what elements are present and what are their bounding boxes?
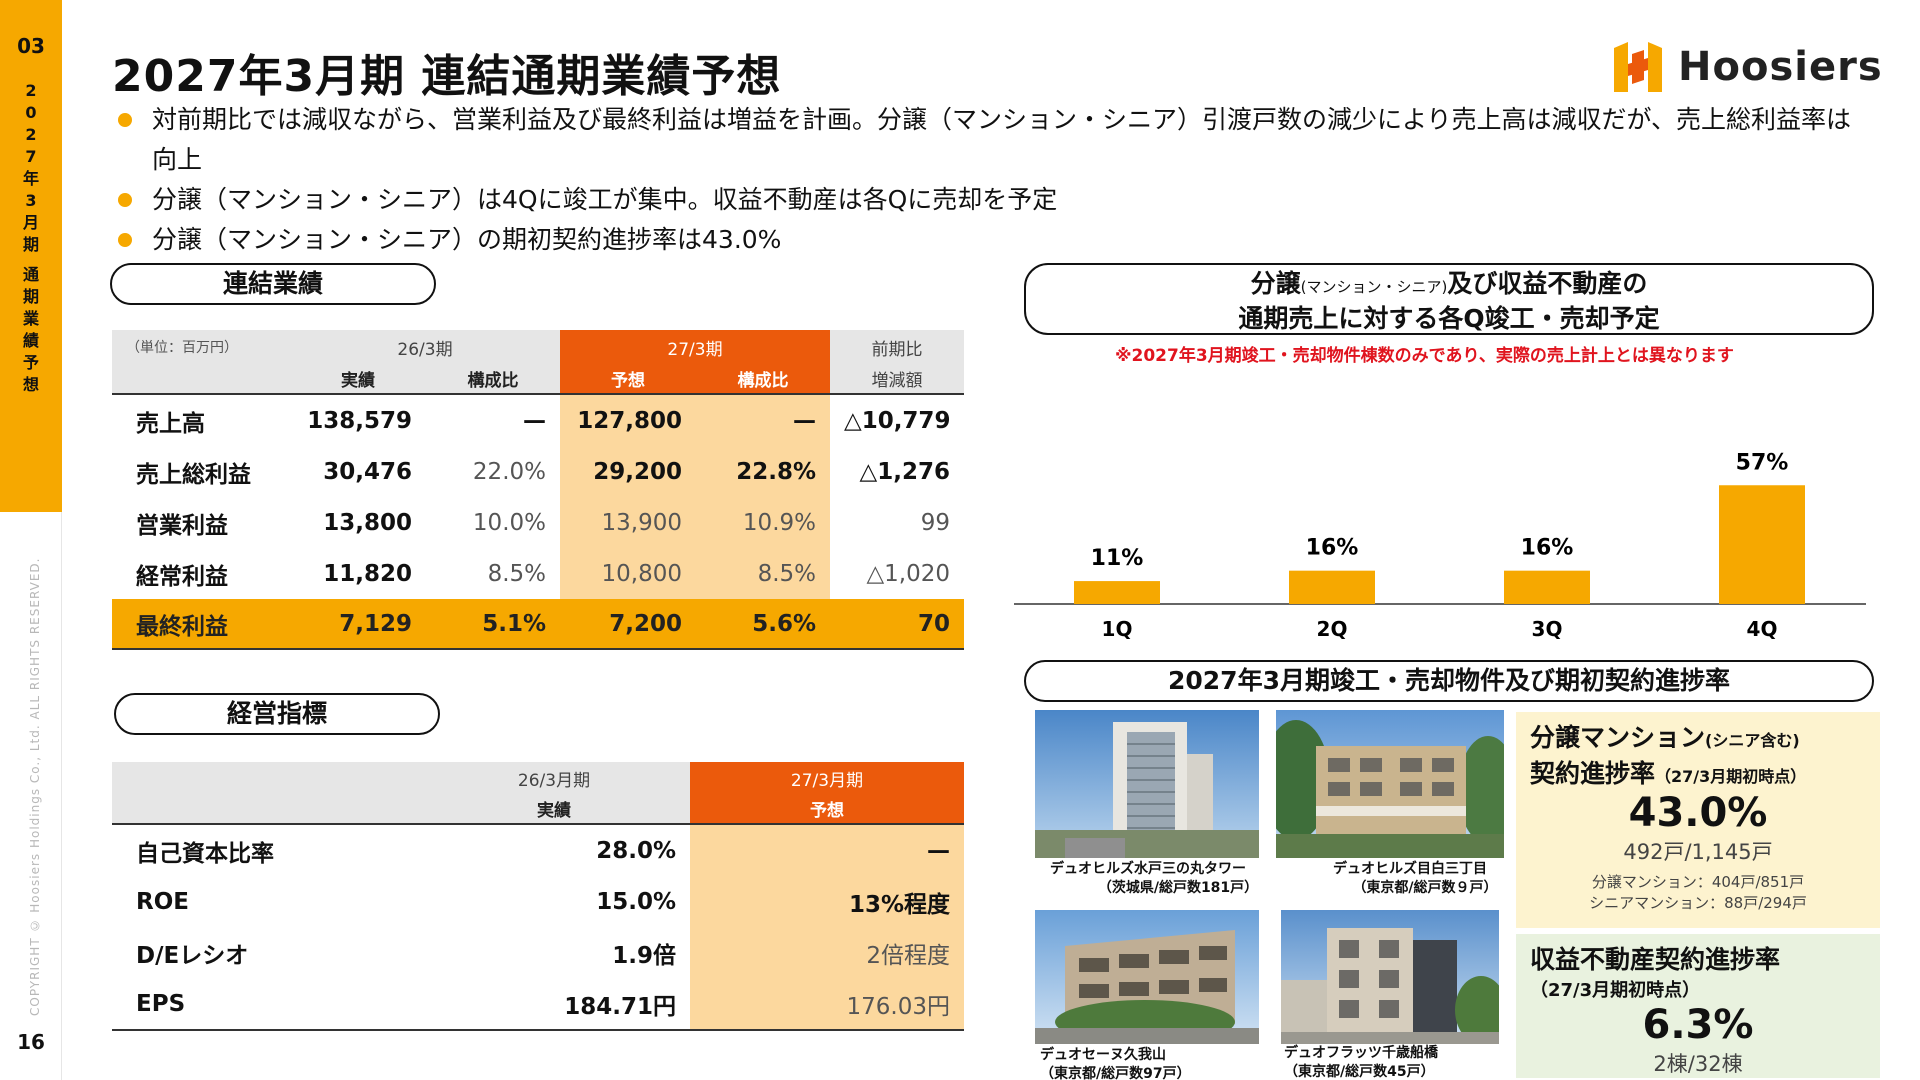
ratio-subheader: 構成比 [426, 364, 560, 394]
ind-period-prev: 26/3月期 [418, 762, 690, 794]
bar-2Q [1289, 570, 1375, 604]
income-progress-percent: 6.3% [1642, 1002, 1754, 1048]
copyright-text: COPYRIGHT © Hoosiers Holdings Co., Ltd. … [28, 557, 42, 1017]
ind-forecast-subheader: 予想 [690, 794, 964, 824]
condo-progress-box: 分譲マンション(シニア含む) 契約進捗率（27/3月期初時点） 43.0% 49… [1516, 712, 1880, 928]
x-tick-label: 2Q [1317, 617, 1348, 641]
forecast-subheader: 予想 [560, 364, 696, 394]
property-photo-mejiro [1276, 710, 1504, 858]
bar-1Q [1074, 581, 1160, 604]
diff-header: 前期比 [830, 330, 964, 364]
quarterly-bar-chart: 11% 1Q 16% 2Q 16% 3Q 57% 4Q [1014, 450, 1866, 641]
x-tick-label: 4Q [1747, 617, 1778, 641]
indicators-pill: 経営指標 [114, 693, 440, 735]
property-photo-kugayama [1035, 910, 1259, 1044]
bullet-item: 分譲（マンション・シニア）の期初契約進捗率は43.0% [118, 220, 1858, 260]
actual-subheader: 実績 [290, 364, 426, 394]
income-progress-box: 収益不動産契約進捗率 （27/3月期初時点） 6.3% 2棟/32棟 [1516, 934, 1880, 1078]
consolidated-table: （単位：百万円） 26/3期 27/3期 前期比 実績 構成比 予想 構成比 増… [112, 330, 964, 650]
table-row: ROE 15.0% 13%程度 [112, 876, 964, 927]
table-row: 売上総利益 30,476 22.0% 29,200 22.8% △1,276 [112, 446, 964, 497]
page-title: 2027年3月期 連結通期業績予想 [112, 51, 782, 102]
bar-3Q [1504, 570, 1590, 604]
ratio2-subheader: 構成比 [696, 364, 830, 394]
ind-period-next: 27/3月期 [690, 762, 964, 794]
table-row: 営業利益 13,800 10.0% 13,900 10.9% 99 [112, 497, 964, 548]
ind-actual-subheader: 実績 [418, 794, 690, 824]
hoosiers-logo-icon [1614, 42, 1662, 92]
property-caption: デュオセーヌ久我山 （東京都/総戸数97戸） [1040, 1047, 1191, 1080]
bar-value-label: 16% [1521, 536, 1574, 561]
section-number: 03 [17, 34, 45, 58]
bar-4Q [1719, 485, 1805, 604]
company-logo: Hoosiers [1612, 40, 1883, 94]
table-row: 経常利益 11,820 8.5% 10,800 8.5% △1,020 [112, 548, 964, 599]
x-tick-label: 1Q [1102, 617, 1133, 641]
properties-pill: 2027年3月期竣工・売却物件及び期初契約進捗率 [1024, 660, 1874, 702]
page-number: 16 [17, 1030, 45, 1054]
property-caption: デュオヒルズ水戸三の丸タワー （茨城県/総戸数181戸） [1050, 861, 1259, 896]
table-row: EPS 184.71円 176.03円 [112, 978, 964, 1030]
x-tick-label: 3Q [1532, 617, 1563, 641]
sidebar-accent-band [0, 0, 62, 512]
table-row: 売上高 138,579 — 127,800 — △10,779 [112, 394, 964, 446]
summary-bullets: 対前期比では減収ながら、営業利益及び最終利益は増益を計画。分譲（マンション・シニ… [118, 100, 1858, 260]
unit-label: （単位：百万円） [112, 330, 290, 364]
table-row: 自己資本比率 28.0% — [112, 824, 964, 876]
property-photo-chitose [1281, 910, 1499, 1044]
bullet-item: 対前期比では減収ながら、営業利益及び最終利益は増益を計画。分譲（マンション・シニ… [118, 100, 1858, 180]
sidebar-accent-wedge [0, 478, 62, 512]
indicators-table: 26/3月期 27/3月期 実績 予想 自己資本比率 28.0% — ROE 1… [112, 762, 964, 1031]
diff-subheader: 増減額 [830, 364, 964, 394]
quarter-pill: 分譲(マンション・シニア)及び収益不動産の 通期売上に対する各Q竣工・売却予定 [1024, 263, 1874, 335]
property-caption: デュオヒルズ目白三丁目 （東京都/総戸数９戸） [1333, 861, 1498, 896]
period-prev-header: 26/3期 [290, 330, 560, 364]
property-photo-mito [1035, 710, 1259, 858]
property-caption: デュオフラッツ千歳船橋 （東京都/総戸数45戸） [1284, 1045, 1438, 1080]
consolidated-pill: 連結業績 [110, 263, 436, 305]
bullet-item: 分譲（マンション・シニア）は4Qに竣工が集中。収益不動産は各Qに売却を予定 [118, 180, 1858, 220]
bar-value-label: 11% [1091, 546, 1144, 571]
bar-value-label: 57% [1736, 450, 1789, 475]
logo-text: Hoosiers [1678, 44, 1883, 90]
table-row-total: 最終利益 7,129 5.1% 7,200 5.6% 70 [112, 599, 964, 649]
table-row: D/Eレシオ 1.9倍 2倍程度 [112, 927, 964, 978]
disclaimer-note: ※2027年3月期竣工・売却物件棟数のみであり、実際の売上計上とは異なります [1115, 346, 1734, 366]
bar-value-label: 16% [1306, 536, 1359, 561]
condo-progress-percent: 43.0% [1628, 790, 1768, 836]
period-next-header: 27/3期 [560, 330, 830, 364]
